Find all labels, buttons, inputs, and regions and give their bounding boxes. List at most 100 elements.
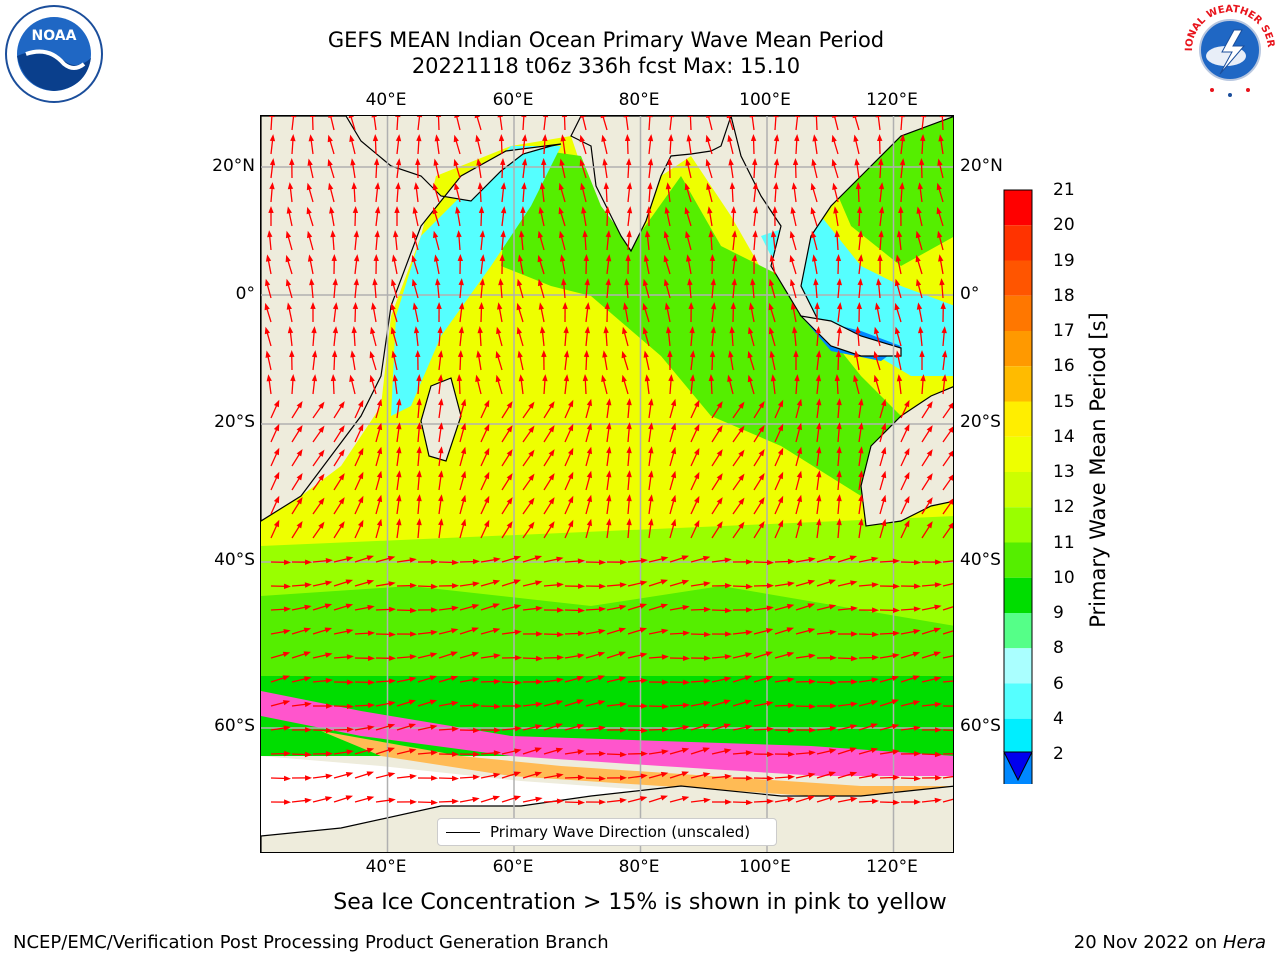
wave-arrow — [942, 655, 953, 659]
wave-arrow-head — [936, 182, 942, 191]
wave-arrow — [942, 583, 953, 587]
wave-arrow-head — [648, 398, 654, 406]
wave-arrow-head — [433, 230, 439, 239]
wave-arrow — [942, 680, 953, 683]
wave-arrow-head — [751, 254, 757, 261]
wave-arrow-head — [707, 206, 713, 214]
wave-arrow-head — [472, 796, 480, 803]
wave-arrow-head — [647, 182, 653, 190]
wave-arrow-head — [745, 652, 753, 658]
wave-arrow-head — [290, 374, 296, 382]
lon-tick-bottom: 80°E — [618, 857, 660, 877]
wave-arrow-head — [369, 374, 375, 383]
wave-arrow-head — [857, 278, 863, 286]
wave-arrow-head — [396, 422, 402, 430]
wave-arrow-head — [515, 655, 522, 661]
wave-arrow-head — [330, 374, 337, 382]
wave-arrow-head — [852, 116, 858, 119]
wave-arrow-head — [479, 278, 485, 286]
wave-arrow-head — [561, 116, 568, 118]
wave-arrow-head — [647, 158, 654, 166]
wave-arrow-head — [777, 495, 784, 504]
wave-arrow-head — [708, 374, 714, 382]
wave-arrow-head — [286, 206, 292, 214]
wave-arrow-head — [586, 470, 592, 479]
cyan-zone-arabian — [391, 146, 561, 416]
colorbar-tick-label: 20 — [1053, 215, 1075, 236]
wave-arrow-head — [494, 703, 501, 710]
wave-arrow-head — [914, 751, 921, 757]
wave-arrow-head — [941, 374, 948, 382]
wave-arrow-head — [662, 703, 669, 710]
wave-arrow-head — [850, 580, 858, 586]
wave-arrow-head — [724, 557, 732, 563]
wave-arrow-head — [539, 182, 546, 190]
wave-arrow-head — [387, 555, 396, 562]
wave-arrow-head — [479, 254, 486, 262]
wave-arrow-head — [791, 182, 797, 190]
wave-arrow-head — [454, 116, 460, 118]
wave-arrow-head — [643, 254, 650, 262]
wave-arrow-head — [517, 278, 523, 287]
colorbar-tick-label: 16 — [1053, 356, 1075, 377]
wave-arrow-head — [926, 473, 933, 481]
wave-arrow-head — [643, 350, 649, 358]
wave-arrow-head — [816, 518, 822, 526]
wave-arrow-head — [366, 796, 375, 802]
wave-arrow-head — [716, 473, 723, 481]
wave-arrow-head — [568, 399, 574, 408]
wave-arrow-head — [914, 775, 921, 782]
wave-arrow-head — [793, 350, 799, 357]
wave-arrow-head — [453, 134, 459, 143]
wave-arrow-head — [870, 747, 879, 753]
wave-arrow-head — [460, 494, 467, 503]
wave-arrow-head — [815, 350, 822, 358]
wave-arrow-head — [577, 749, 585, 755]
wave-arrow-head — [809, 703, 816, 710]
wave-arrow-head — [773, 182, 779, 190]
wave-arrow-head — [948, 474, 953, 481]
wave-arrow-head — [310, 302, 316, 309]
wave-arrow-head — [568, 423, 574, 432]
wave-arrow-head — [430, 750, 438, 756]
wave-arrow-head — [854, 158, 860, 166]
wave-arrow-head — [916, 278, 922, 287]
lat-tick-left: 0° — [235, 284, 255, 304]
wave-arrow-head — [648, 422, 654, 430]
wave-arrow-head — [770, 230, 777, 238]
wave-arrow-head — [758, 401, 765, 409]
wave-arrow-head — [662, 679, 669, 685]
wave-arrow-head — [716, 425, 723, 433]
wave-arrow-head — [933, 627, 942, 633]
wave-arrow-head — [856, 302, 862, 309]
wave-arrow-head — [284, 583, 291, 589]
wave-arrow-head — [899, 134, 906, 142]
wave-arrow-head — [686, 134, 692, 142]
wave-arrow-head — [269, 134, 276, 142]
wave-arrow-head — [618, 651, 627, 657]
wave-arrow-head — [724, 748, 732, 754]
wave-arrow-head — [325, 652, 333, 658]
sea-ice-fringe — [321, 731, 953, 796]
wave-arrow-head — [282, 675, 290, 681]
wave-arrow-head — [917, 182, 923, 190]
wave-arrow-head — [746, 559, 753, 565]
wave-arrow-head — [914, 559, 921, 566]
wave-arrow-head — [479, 230, 485, 238]
wave-arrow-head — [808, 653, 816, 659]
wave-arrow-head — [411, 278, 418, 287]
lon-tick-bottom: 40°E — [365, 857, 407, 877]
wave-arrow-head — [648, 470, 654, 478]
colorbar-title: Primary Wave Mean Period [s] — [1086, 312, 1110, 628]
wave-arrow-head — [787, 677, 795, 683]
wave-arrow-head — [809, 678, 816, 685]
wave-arrow-head — [724, 654, 732, 660]
wave-arrow-head — [938, 134, 944, 142]
wave-arrow-head — [325, 558, 333, 564]
wave-arrow-head — [318, 521, 325, 529]
wave-arrow-head — [918, 326, 924, 334]
wave-arrow-head — [451, 628, 459, 634]
wave-arrow-head — [410, 799, 417, 805]
colorbar-segment — [1004, 542, 1032, 578]
colorbar-tick-label: 11 — [1053, 532, 1075, 553]
